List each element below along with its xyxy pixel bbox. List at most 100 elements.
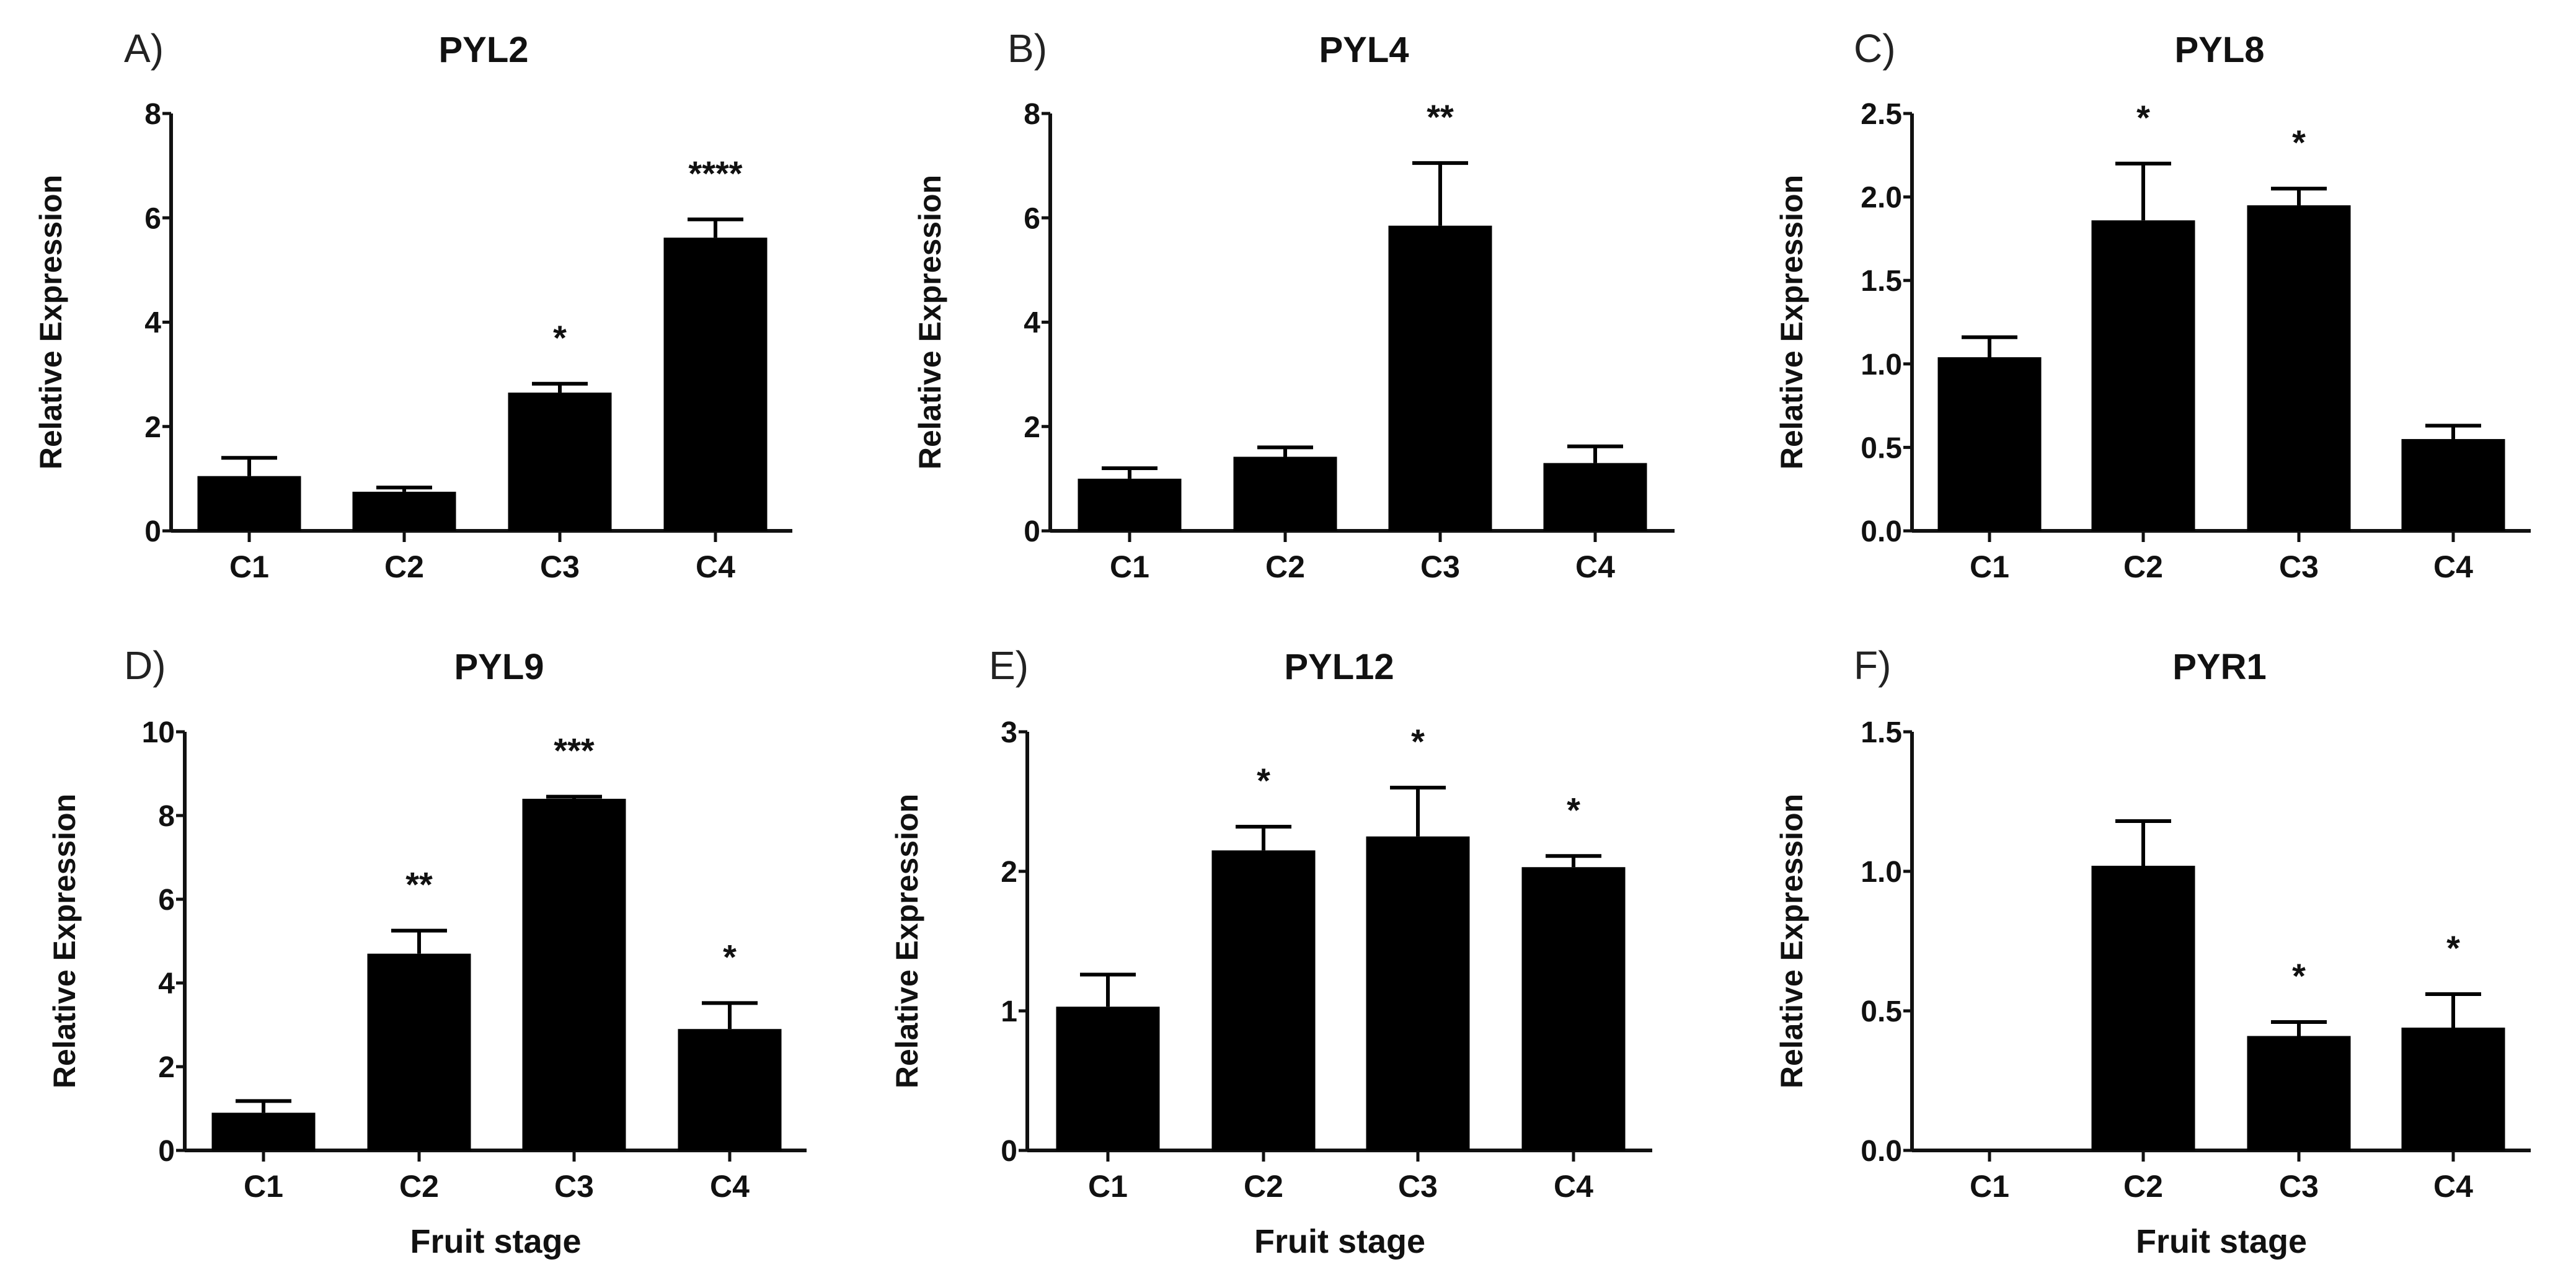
bar-c2	[352, 491, 456, 531]
chart-title: PYL4	[1319, 30, 1409, 70]
significance-marker: *	[1257, 761, 1270, 800]
x-tick-label: C2	[1265, 549, 1305, 584]
significance-marker: *	[2292, 123, 2306, 162]
x-tick-label: C1	[229, 549, 269, 584]
y-tick-label: 10	[142, 716, 175, 749]
bar-c2	[2091, 866, 2195, 1150]
bar-c2	[2091, 220, 2195, 531]
bar-c4	[1521, 867, 1626, 1150]
x-tick-label: C1	[1970, 1169, 2009, 1204]
bar-c4	[663, 238, 768, 531]
y-tick-label: 0	[144, 515, 161, 548]
bar-c1	[211, 1113, 316, 1150]
bar-c1	[1937, 357, 2042, 531]
bar-c3	[1366, 836, 1470, 1150]
y-tick-label: 4	[158, 967, 175, 1000]
y-tick-label: 3	[1001, 716, 1017, 749]
significance-marker: *	[723, 937, 737, 976]
y-tick-label: 0.5	[1861, 432, 1902, 465]
x-tick-label: C4	[1554, 1169, 1593, 1204]
y-tick-label: 2.5	[1861, 98, 1902, 131]
panel-pyl12: E) PYL12 0 1 2 3 Relative Expression C1 C2 * C3 * C4…	[890, 643, 1652, 1260]
x-tick-label: C4	[710, 1169, 750, 1204]
y-tick-label: 1	[1001, 995, 1017, 1028]
y-tick-label: 6	[144, 202, 161, 235]
x-axis-label: Fruit stage	[1254, 1223, 1425, 1260]
y-tick-label: 1.0	[1861, 856, 1902, 889]
significance-marker: **	[1427, 97, 1454, 136]
bar-c4	[2401, 438, 2505, 531]
y-tick-label: 0.0	[1861, 515, 1902, 548]
panel-letter: A)	[124, 26, 164, 71]
bar-c3	[2247, 205, 2351, 531]
y-tick-label: 1.0	[1861, 349, 1902, 381]
y-tick-label: 8	[158, 800, 175, 833]
panel-letter: E)	[989, 643, 1029, 688]
chart-title: PYR1	[2172, 647, 2267, 687]
chart-title: PYL8	[2174, 30, 2264, 70]
panel-pyl9: D) PYL9 0 2 4 6 8 10 Relative Expression C1 C2 ** C3…	[47, 643, 807, 1260]
significance-marker: *	[2446, 928, 2460, 967]
x-tick-label: C1	[1110, 549, 1149, 584]
x-tick-label: C2	[2123, 1169, 2163, 1204]
y-axis-label: Relative Expression	[913, 175, 947, 469]
y-tick-label: 2	[1001, 856, 1017, 889]
y-axis-label: Relative Expression	[47, 794, 82, 1088]
bar-c3	[2247, 1036, 2351, 1150]
y-tick-label: 2	[144, 411, 161, 444]
significance-marker: ***	[554, 731, 595, 770]
y-tick-label: 0	[158, 1135, 175, 1168]
y-tick-label: 8	[144, 98, 161, 131]
y-axis-label: Relative Expression	[33, 175, 68, 469]
x-tick-label: C3	[2279, 549, 2319, 584]
y-tick-label: 2	[158, 1051, 175, 1084]
x-tick-label: C3	[1398, 1169, 1438, 1204]
x-tick-label: C3	[540, 549, 580, 584]
y-tick-label: 8	[1024, 98, 1040, 131]
y-tick-label: 0.5	[1861, 995, 1902, 1028]
significance-marker: *	[2292, 956, 2306, 995]
chart-title: PYL9	[454, 647, 544, 687]
x-tick-label: C4	[696, 549, 735, 584]
x-axis-label: Fruit stage	[2136, 1223, 2307, 1260]
significance-marker: *	[553, 318, 567, 357]
bar-c4	[1543, 463, 1647, 531]
bar-c3	[522, 799, 626, 1150]
y-tick-label: 2	[1024, 411, 1040, 444]
bar-c1	[1078, 478, 1182, 531]
x-tick-label: C3	[1420, 549, 1460, 584]
y-tick-label: 4	[1024, 307, 1040, 340]
x-axis-label: Fruit stage	[410, 1223, 581, 1260]
bar-c3	[1388, 225, 1492, 531]
y-tick-label: 0	[1001, 1135, 1017, 1168]
y-tick-label: 4	[144, 307, 161, 340]
panel-pyl2: A) PYL2 0 2 4 6 8 Relative Expression C1 C2 C3 * C4 *…	[33, 26, 792, 584]
y-tick-label: 1.5	[1861, 265, 1902, 298]
chart-title: PYL12	[1284, 647, 1394, 687]
y-axis-label: Relative Expression	[890, 794, 924, 1088]
bar-c2	[1211, 850, 1316, 1150]
panel-letter: C)	[1854, 26, 1896, 71]
bar-c1	[1056, 1007, 1160, 1150]
x-tick-label: C1	[244, 1169, 283, 1204]
panel-pyr1: F) PYR1 0.0 0.5 1.0 1.5 Relative Expression C1 C…	[1774, 643, 2531, 1260]
y-tick-label: 0.0	[1861, 1135, 1902, 1168]
y-axis-label: Relative Expression	[1774, 794, 1809, 1088]
bar-c4	[2401, 1028, 2505, 1150]
significance-marker: *	[2136, 98, 2150, 137]
chart-title: PYL2	[438, 30, 528, 70]
bar-c2	[1233, 456, 1337, 531]
x-tick-label: C2	[384, 549, 424, 584]
x-tick-label: C3	[554, 1169, 594, 1204]
y-axis-label: Relative Expression	[1774, 175, 1809, 469]
x-tick-label: C4	[2433, 1169, 2473, 1204]
y-tick-label: 6	[1024, 202, 1040, 235]
x-tick-label: C1	[1970, 549, 2009, 584]
panel-letter: B)	[1007, 26, 1047, 71]
significance-marker: **	[405, 865, 433, 904]
bar-c3	[508, 393, 612, 531]
x-tick-label: C4	[1575, 549, 1615, 584]
x-tick-label: C2	[1244, 1169, 1283, 1204]
significance-marker: *	[1411, 722, 1425, 761]
y-tick-label: 0	[1024, 515, 1040, 548]
